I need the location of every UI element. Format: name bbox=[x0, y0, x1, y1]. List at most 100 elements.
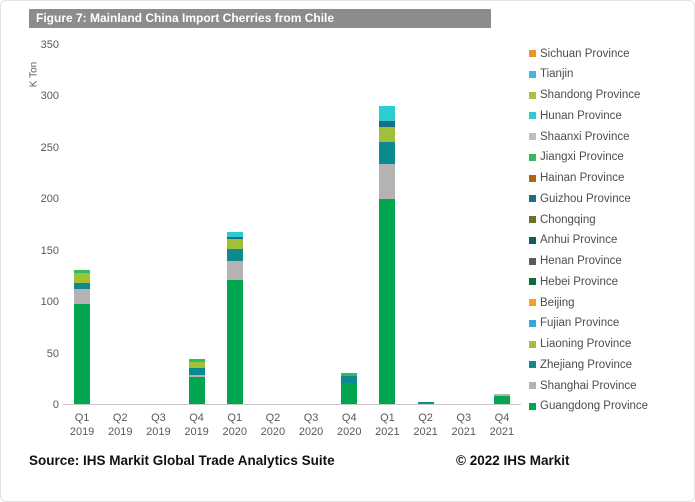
bar-q1-2020 bbox=[226, 232, 243, 404]
legend-swatch-icon bbox=[529, 133, 536, 140]
legend-item-shaanxi-province: Shaanxi Province bbox=[529, 130, 691, 143]
legend-item-fujian-province: Fujian Province bbox=[529, 317, 691, 330]
segment-jiangxi-province bbox=[188, 358, 205, 362]
x-tick-q4-2019: Q4 2019 bbox=[184, 412, 209, 438]
y-tick-250: 250 bbox=[40, 141, 59, 154]
legend-label: Henan Province bbox=[540, 255, 622, 267]
legend-label: Guangdong Province bbox=[540, 400, 649, 413]
segment-zhejiang-province bbox=[341, 376, 358, 384]
segment-guangdong-province bbox=[417, 402, 434, 404]
legend-swatch-icon bbox=[529, 236, 536, 244]
legend-item-tianjin: Tianjin bbox=[529, 68, 691, 81]
x-tick-q3-2019: Q3 2019 bbox=[146, 412, 171, 438]
segment-guangdong-province bbox=[379, 199, 396, 404]
segment-liaoning-province bbox=[188, 361, 205, 369]
y-tick-200: 200 bbox=[40, 193, 59, 206]
legend-label: Chongqing bbox=[540, 213, 596, 226]
legend-swatch-icon bbox=[529, 195, 536, 203]
segment-shanghai-province bbox=[74, 288, 91, 305]
segment-zhejiang-province bbox=[226, 248, 243, 262]
segment-shanghai-province bbox=[379, 164, 396, 200]
legend-swatch-icon bbox=[529, 361, 536, 369]
legend-swatch-icon bbox=[529, 112, 536, 120]
segment-jiangxi-province bbox=[74, 270, 91, 274]
x-tick-q1-2020: Q1 2020 bbox=[222, 412, 247, 438]
legend-swatch-icon bbox=[529, 70, 536, 78]
bar-q1-2019 bbox=[74, 270, 91, 404]
bar-q4-2021 bbox=[493, 393, 510, 404]
legend-label: Fujian Province bbox=[540, 317, 620, 330]
segment-zhejiang-province bbox=[417, 401, 434, 403]
segment-jiangxi-province bbox=[341, 373, 358, 377]
segment-liaoning-province bbox=[226, 239, 243, 249]
x-tick-q4-2021: Q4 2021 bbox=[489, 412, 515, 438]
segment-liaoning-province bbox=[379, 127, 396, 142]
y-tick-0: 0 bbox=[52, 399, 59, 411]
legend-swatch-icon bbox=[529, 382, 536, 389]
legend-swatch-icon bbox=[529, 299, 536, 306]
segment-shanghai-province bbox=[226, 261, 243, 280]
legend-label: Shandong Province bbox=[540, 89, 641, 101]
legend-label: Hainan Province bbox=[540, 172, 625, 184]
segment-guangdong-province bbox=[74, 304, 91, 404]
legend-swatch-icon bbox=[529, 216, 536, 223]
bar-q4-2020 bbox=[341, 373, 358, 404]
x-tick-q2-2020: Q2 2020 bbox=[260, 412, 286, 438]
segment-guangdong-province bbox=[188, 377, 205, 404]
legend-item-sichuan-province: Sichuan Province bbox=[529, 47, 691, 60]
legend-swatch-icon bbox=[529, 278, 536, 286]
legend-item-hainan-province: Hainan Province bbox=[529, 172, 691, 185]
legend-item-beijing: Beijing bbox=[529, 296, 691, 309]
legend-swatch-icon bbox=[529, 174, 536, 182]
bar-q2-2021 bbox=[417, 401, 434, 404]
legend-swatch-icon bbox=[529, 153, 536, 161]
legend-label: Sichuan Province bbox=[540, 47, 630, 60]
legend-label: Hunan Province bbox=[540, 109, 622, 122]
legend-item-shanghai-province: Shanghai Province bbox=[529, 379, 691, 392]
x-tick-q1-2021: Q1 2021 bbox=[375, 412, 400, 438]
segment-guangdong-province bbox=[341, 383, 358, 404]
x-tick-q3-2020: Q3 2020 bbox=[298, 412, 324, 438]
bar-q1-2021 bbox=[379, 105, 396, 404]
x-tick-q1-2019: Q1 2019 bbox=[69, 412, 95, 438]
segment-hunan-province bbox=[226, 232, 243, 238]
legend-item-guangdong-province: Guangdong Province bbox=[529, 400, 691, 413]
segment-zhejiang-province bbox=[379, 141, 396, 165]
legend-item-shandong-province: Shandong Province bbox=[529, 89, 691, 102]
figure-title-bar: Figure 7: Mainland China Import Cherries… bbox=[29, 9, 491, 28]
segment-hunan-province bbox=[379, 105, 396, 122]
bar-q4-2019 bbox=[188, 358, 205, 404]
legend-item-zhejiang-province: Zhejiang Province bbox=[529, 358, 691, 371]
legend-swatch-icon bbox=[529, 257, 536, 265]
legend-label: Anhui Province bbox=[540, 234, 618, 247]
legend-label: Liaoning Province bbox=[540, 338, 632, 350]
legend-label: Hebei Province bbox=[540, 275, 618, 288]
legend-label: Jiangxi Province bbox=[540, 151, 624, 164]
legend-item-hunan-province: Hunan Province bbox=[529, 109, 691, 122]
segment-zhejiang-province bbox=[74, 282, 91, 289]
legend-swatch-icon bbox=[529, 402, 536, 410]
legend-swatch-icon bbox=[529, 340, 536, 348]
segment-guizhou-province bbox=[379, 121, 396, 128]
segment-guizhou-province bbox=[226, 237, 243, 240]
legend-swatch-icon bbox=[529, 319, 536, 327]
y-tick-100: 100 bbox=[40, 296, 59, 309]
x-tick-q3-2021: Q3 2021 bbox=[451, 412, 476, 438]
x-tick-q2-2019: Q2 2019 bbox=[108, 412, 133, 438]
legend-item-guizhou-province: Guizhou Province bbox=[529, 192, 691, 205]
legend-label: Zhejiang Province bbox=[540, 358, 633, 371]
source-note: Source: IHS Markit Global Trade Analytic… bbox=[29, 453, 335, 468]
legend-label: Shanghai Province bbox=[540, 379, 637, 392]
figure-title: Figure 7: Mainland China Import Cherries… bbox=[36, 11, 335, 25]
legend-item-henan-province: Henan Province bbox=[529, 255, 691, 268]
legend-item-anhui-province: Anhui Province bbox=[529, 234, 691, 247]
segment-guangdong-province bbox=[493, 395, 510, 404]
y-tick-50: 50 bbox=[46, 347, 59, 360]
legend-item-liaoning-province: Liaoning Province bbox=[529, 338, 691, 351]
legend-swatch-icon bbox=[529, 50, 536, 57]
copyright-note: © 2022 IHS Markit bbox=[456, 453, 570, 468]
x-tick-q2-2021: Q2 2021 bbox=[413, 412, 438, 438]
segment-guangdong-province bbox=[226, 279, 243, 404]
legend-label: Tianjin bbox=[540, 68, 574, 81]
legend-label: Shaanxi Province bbox=[540, 130, 630, 143]
